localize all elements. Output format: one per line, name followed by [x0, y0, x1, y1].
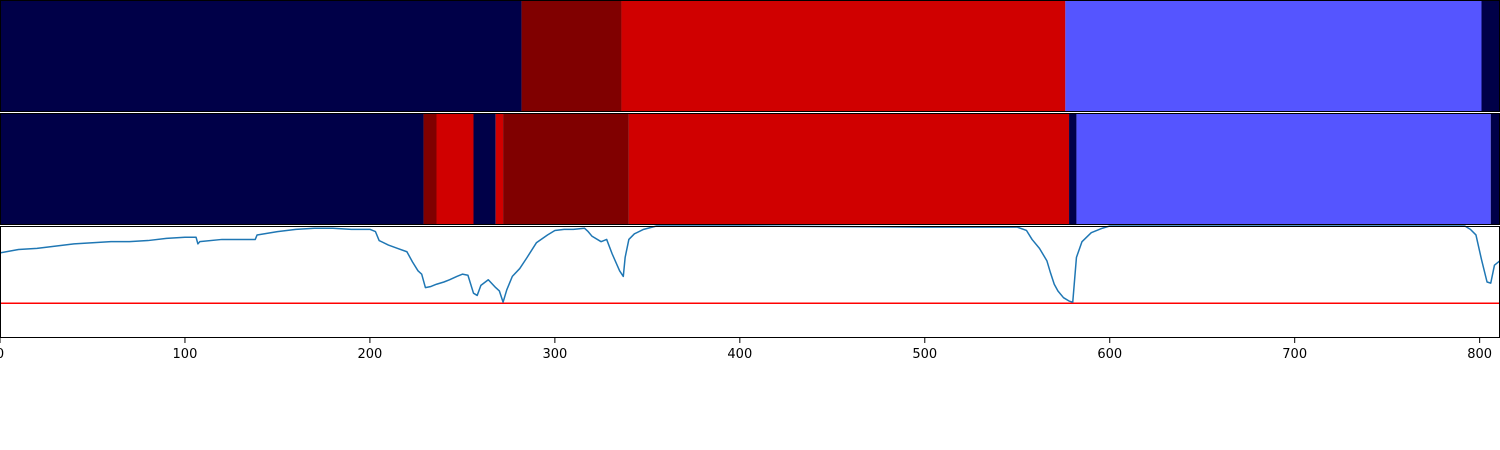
- x-tick-label: 200: [357, 347, 382, 362]
- x-tick-label: 600: [1097, 347, 1122, 362]
- segment-2-1: [423, 113, 437, 225]
- segment-2-9: [1490, 113, 1500, 225]
- segment-bar-panel-middle: [0, 113, 1500, 225]
- segment-2-5: [503, 113, 629, 225]
- line-chart-panel: [0, 225, 1500, 338]
- segment-1-3: [1065, 0, 1482, 112]
- segment-2-7: [1069, 113, 1077, 225]
- segment-bar-panel-top: [0, 0, 1500, 112]
- segment-2-0: [0, 113, 424, 225]
- x-tick-label: 800: [1467, 347, 1492, 362]
- segment-2-6: [628, 113, 1070, 225]
- segment-1-0: [0, 0, 522, 112]
- x-tick-label: 300: [542, 347, 567, 362]
- segment-2-3: [473, 113, 496, 225]
- segment-1-1: [521, 0, 622, 112]
- x-tick-label: 700: [1282, 347, 1307, 362]
- segment-1-2: [621, 0, 1066, 112]
- line-chart-background: [0, 226, 1500, 338]
- segment-2-4: [495, 113, 504, 225]
- x-axis: 0 100 200 300 400 500 600 700 800: [0, 338, 1492, 362]
- x-tick-label: 0: [0, 347, 4, 362]
- x-tick-label: 500: [912, 347, 937, 362]
- segment-2-2: [436, 113, 474, 225]
- x-tick-label: 400: [727, 347, 752, 362]
- x-tick-label: 100: [173, 347, 198, 362]
- segment-2-8: [1076, 113, 1491, 225]
- segment-1-4: [1481, 0, 1500, 112]
- series-line: [0, 225, 1500, 303]
